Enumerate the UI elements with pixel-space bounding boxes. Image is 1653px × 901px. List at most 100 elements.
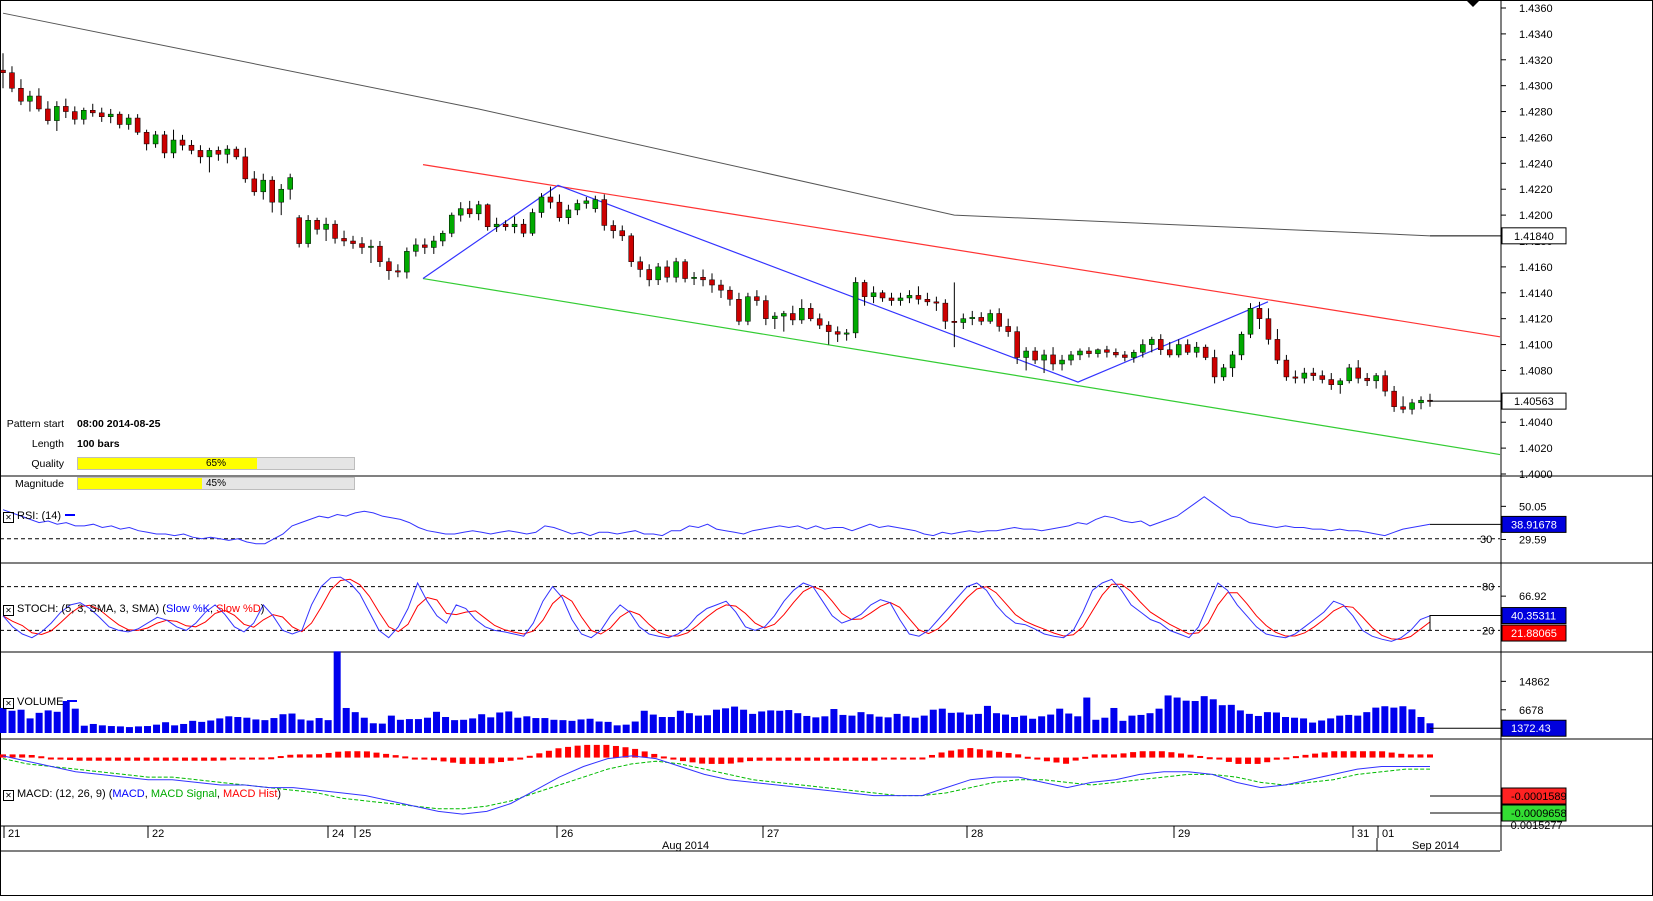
candle <box>709 273 715 293</box>
candle-body <box>906 295 913 299</box>
macd-hist-bar <box>277 756 284 759</box>
candle-body <box>457 208 464 216</box>
volume-bar <box>1173 697 1181 733</box>
volume-current-value: 1372.43 <box>1511 723 1551 735</box>
candle-body <box>448 214 455 234</box>
volume-bar <box>324 720 332 733</box>
macd-hist-bar <box>651 753 658 758</box>
volume-bar <box>974 713 982 733</box>
candle <box>502 220 509 231</box>
candle <box>1140 339 1146 358</box>
candle-body <box>116 113 123 125</box>
macd-hist-bar <box>210 757 217 761</box>
volume-bar <box>1417 717 1425 733</box>
volume-bar <box>613 725 621 733</box>
candle <box>63 98 69 119</box>
candle <box>1328 373 1335 390</box>
pattern-start-value: 08:00 2014-08-25 <box>77 418 161 430</box>
candle <box>816 313 823 330</box>
candle <box>1409 398 1415 415</box>
volume-bar <box>983 705 991 733</box>
macd-hist-bar <box>948 750 955 758</box>
magnitude-bar: 45% <box>77 477 355 490</box>
candle <box>691 272 697 286</box>
volume-bar <box>333 651 341 733</box>
candle-body <box>1337 380 1344 385</box>
candle <box>54 101 60 131</box>
candle-body <box>1184 344 1191 353</box>
price-tick-label: 1.4340 <box>1519 29 1553 41</box>
macd-hist-bar <box>9 754 16 758</box>
candle-body <box>1202 346 1209 358</box>
candle <box>736 292 742 326</box>
macd-hist-bar <box>747 757 754 762</box>
volume-bar <box>568 720 576 733</box>
volume-bar <box>89 723 97 733</box>
macd-hist-bar <box>919 757 926 760</box>
volume-bar <box>595 721 603 733</box>
volume-bar <box>1327 718 1335 733</box>
candle <box>143 129 150 151</box>
volume-bar <box>8 710 16 733</box>
candle-body <box>1014 331 1020 358</box>
candle-body <box>1068 354 1074 361</box>
candle-body <box>377 245 383 262</box>
macd-hist-bar <box>1015 754 1022 758</box>
candle <box>1166 341 1173 358</box>
macd-hist-bar <box>373 752 380 758</box>
quality-bar-text: 65% <box>205 458 226 469</box>
close-box-icon[interactable]: ✕ <box>3 790 14 801</box>
macd-hist-bar <box>1216 757 1223 760</box>
quality-bar: 65% <box>77 457 355 470</box>
candle-body <box>170 139 177 154</box>
macd-hist-bar <box>268 757 275 760</box>
candle <box>1373 373 1379 389</box>
close-box-icon[interactable]: ✕ <box>3 605 14 616</box>
candle-body <box>897 297 904 301</box>
close-box-icon[interactable]: ✕ <box>3 512 14 523</box>
candle <box>628 233 634 267</box>
macd-hist-bar <box>1053 757 1060 763</box>
candle-body <box>574 203 581 211</box>
candle-body <box>1095 349 1101 354</box>
macd-hist-bar <box>1091 754 1098 758</box>
candle-body <box>386 261 392 272</box>
macd-signal-legend: MACD Signal <box>150 788 217 800</box>
candle <box>1193 341 1200 358</box>
volume-bar <box>405 719 413 733</box>
rsi-panel-label: ✕ RSI: (14) <box>3 510 76 523</box>
macd-hist-bar <box>1283 757 1290 760</box>
volume-bar <box>514 717 522 733</box>
volume-bar <box>125 727 133 733</box>
macd-hist-bar <box>1235 757 1242 764</box>
macd-hist-bar <box>105 757 112 761</box>
volume-label-text: VOLUME <box>17 696 64 708</box>
candle-body <box>583 200 590 204</box>
volume-bar <box>532 718 540 733</box>
volume-bar <box>1101 717 1109 733</box>
candle-body <box>269 179 275 203</box>
candle <box>565 204 572 225</box>
volume-bar <box>1128 715 1136 733</box>
macd-hist-bar <box>727 757 734 764</box>
macd-hist-bar <box>47 757 54 760</box>
candle-body <box>1131 352 1137 358</box>
volume-bar <box>1074 716 1082 733</box>
volume-bar <box>252 719 260 733</box>
candle-body <box>520 223 527 234</box>
candle-body <box>646 269 652 281</box>
candle <box>888 292 895 306</box>
volume-bar <box>62 701 70 733</box>
macd-hist-bar <box>871 757 878 761</box>
candle-body <box>628 235 634 262</box>
macd-hist-bar <box>967 748 974 758</box>
candle-body <box>1382 375 1388 392</box>
rsi-axis-label: 50.05 <box>1519 501 1547 513</box>
close-box-icon[interactable]: ✕ <box>3 698 14 709</box>
macd-hist-bar <box>957 749 964 758</box>
candle <box>547 186 554 209</box>
candle-body <box>1364 377 1370 382</box>
candle <box>1265 308 1272 345</box>
